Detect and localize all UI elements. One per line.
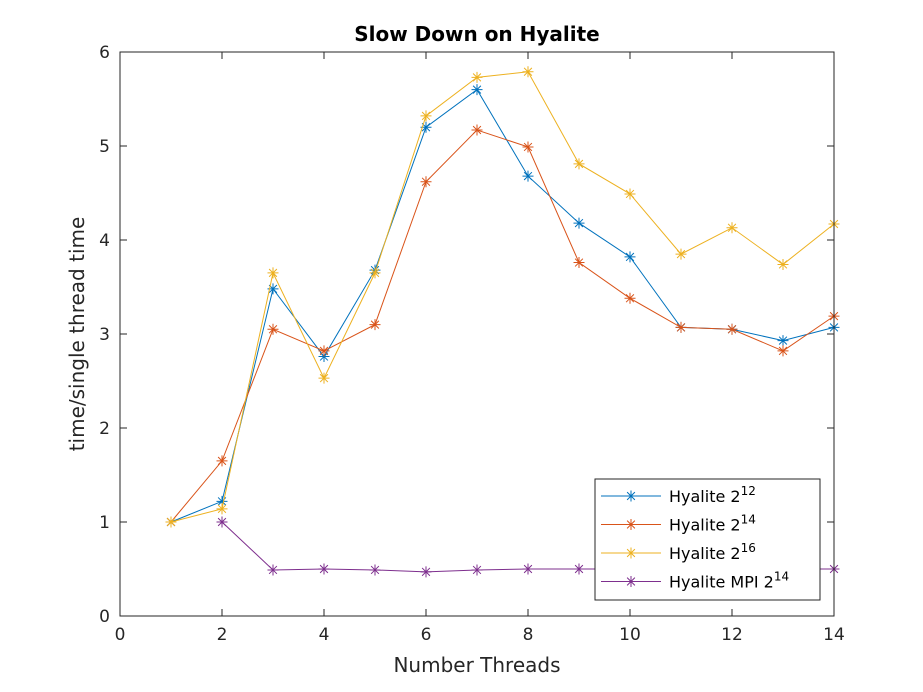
- data-point: [471, 71, 483, 83]
- series-line: [170, 129, 835, 523]
- x-axis-label: Number Threads: [393, 653, 560, 677]
- legend-label: Hyalite 214: [669, 513, 756, 535]
- data-point: [318, 351, 330, 363]
- data-point: [522, 141, 534, 153]
- y-axis-label: time/single thread time: [65, 217, 89, 452]
- data-point: [726, 323, 738, 335]
- legend-item: Hyalite MPI 214: [601, 570, 789, 592]
- data-point: [675, 321, 687, 333]
- legend-label-exponent: 14: [741, 513, 756, 527]
- data-point: [675, 248, 687, 260]
- y-tick-label: 1: [99, 513, 110, 533]
- legend-label-base: Hyalite 2: [669, 516, 741, 535]
- data-point: [267, 564, 279, 576]
- x-tick-label: 10: [619, 625, 641, 645]
- x-tick-label: 8: [523, 625, 534, 645]
- data-point: [573, 158, 585, 170]
- data-point: [369, 319, 381, 331]
- legend-label-base: Hyalite MPI 2: [669, 573, 774, 592]
- data-point: [216, 503, 228, 515]
- data-point: [369, 564, 381, 576]
- legend-label-exponent: 16: [741, 541, 756, 555]
- y-tick-label: 5: [99, 137, 110, 157]
- y-tick-label: 0: [99, 607, 110, 627]
- y-tick-label: 2: [99, 419, 110, 439]
- chart-title: Slow Down on Hyalite: [354, 22, 600, 46]
- data-point: [471, 564, 483, 576]
- data-point: [624, 251, 636, 263]
- data-point: [318, 345, 330, 357]
- data-point: [522, 170, 534, 182]
- legend-item: Hyalite 212: [601, 484, 756, 506]
- legend-marker: [625, 576, 637, 587]
- legend-marker: [625, 547, 637, 559]
- legend-label-exponent: 12: [741, 484, 756, 498]
- series-line: [170, 71, 835, 523]
- data-point: [573, 217, 585, 229]
- legend-item: Hyalite 216: [601, 541, 756, 563]
- data-point: [216, 495, 228, 507]
- data-point: [369, 267, 381, 279]
- data-point: [624, 188, 636, 200]
- legend-label: Hyalite MPI 214: [669, 570, 789, 592]
- data-point: [624, 292, 636, 304]
- data-point: [573, 563, 585, 575]
- y-tick-label: 3: [99, 325, 110, 345]
- legend-label-exponent: 14: [774, 570, 789, 584]
- x-tick-label: 2: [217, 625, 228, 645]
- data-point: [777, 258, 789, 270]
- x-tick-label: 12: [721, 625, 743, 645]
- legend-marker: [625, 490, 637, 502]
- data-point: [522, 563, 534, 575]
- data-point: [573, 257, 585, 269]
- legend-item: Hyalite 214: [601, 513, 756, 535]
- data-point: [318, 563, 330, 575]
- data-point: [471, 84, 483, 96]
- data-point: [471, 124, 483, 136]
- data-point: [267, 267, 279, 279]
- data-point: [165, 516, 177, 528]
- series-layer: [165, 66, 840, 578]
- data-point: [522, 66, 534, 78]
- data-point: [420, 121, 432, 133]
- data-point: [216, 455, 228, 467]
- x-tick-label: 6: [421, 625, 432, 645]
- data-point: [777, 335, 789, 347]
- legend-marker: [625, 519, 637, 530]
- x-tick-label: 0: [115, 625, 126, 645]
- data-point: [420, 176, 432, 188]
- x-tick-label: 4: [319, 625, 330, 645]
- data-point: [267, 283, 279, 295]
- legend-label-base: Hyalite 2: [669, 544, 741, 563]
- data-point: [420, 566, 432, 578]
- legend-label: Hyalite 216: [669, 541, 756, 563]
- x-tick-label: 14: [823, 625, 845, 645]
- data-point: [267, 323, 279, 335]
- data-point: [777, 345, 789, 357]
- legend-label: Hyalite 212: [669, 484, 756, 506]
- y-tick-label: 6: [99, 43, 110, 63]
- y-tick-label: 4: [99, 231, 110, 251]
- data-point: [216, 516, 228, 528]
- data-point: [318, 372, 330, 384]
- data-point: [420, 110, 432, 122]
- legend-label-base: Hyalite 2: [669, 487, 741, 506]
- data-point: [726, 222, 738, 234]
